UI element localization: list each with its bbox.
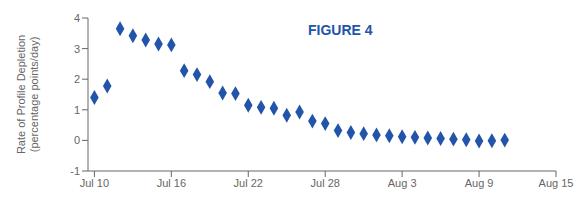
svg-text:Jul 16: Jul 16 — [157, 177, 186, 189]
svg-text:Jul 10: Jul 10 — [80, 177, 109, 189]
svg-text:Rate of Profile Depletion(perc: Rate of Profile Depletion(percentage poi… — [15, 35, 40, 154]
svg-text:4: 4 — [74, 12, 80, 24]
svg-text:Jul 28: Jul 28 — [311, 177, 340, 189]
svg-text:0: 0 — [74, 134, 80, 146]
svg-text:Aug 15: Aug 15 — [539, 177, 574, 189]
svg-text:2: 2 — [74, 73, 80, 85]
html-text:FIGURE 4: FIGURE 4 — [308, 22, 373, 38]
svg-text:1: 1 — [74, 104, 80, 116]
svg-text:Jul 22: Jul 22 — [234, 177, 263, 189]
svg-text:Aug 3: Aug 3 — [388, 177, 417, 189]
svg-text:-1: -1 — [70, 165, 80, 177]
svg-text:Aug 9: Aug 9 — [465, 177, 494, 189]
svg-text:3: 3 — [74, 43, 80, 55]
